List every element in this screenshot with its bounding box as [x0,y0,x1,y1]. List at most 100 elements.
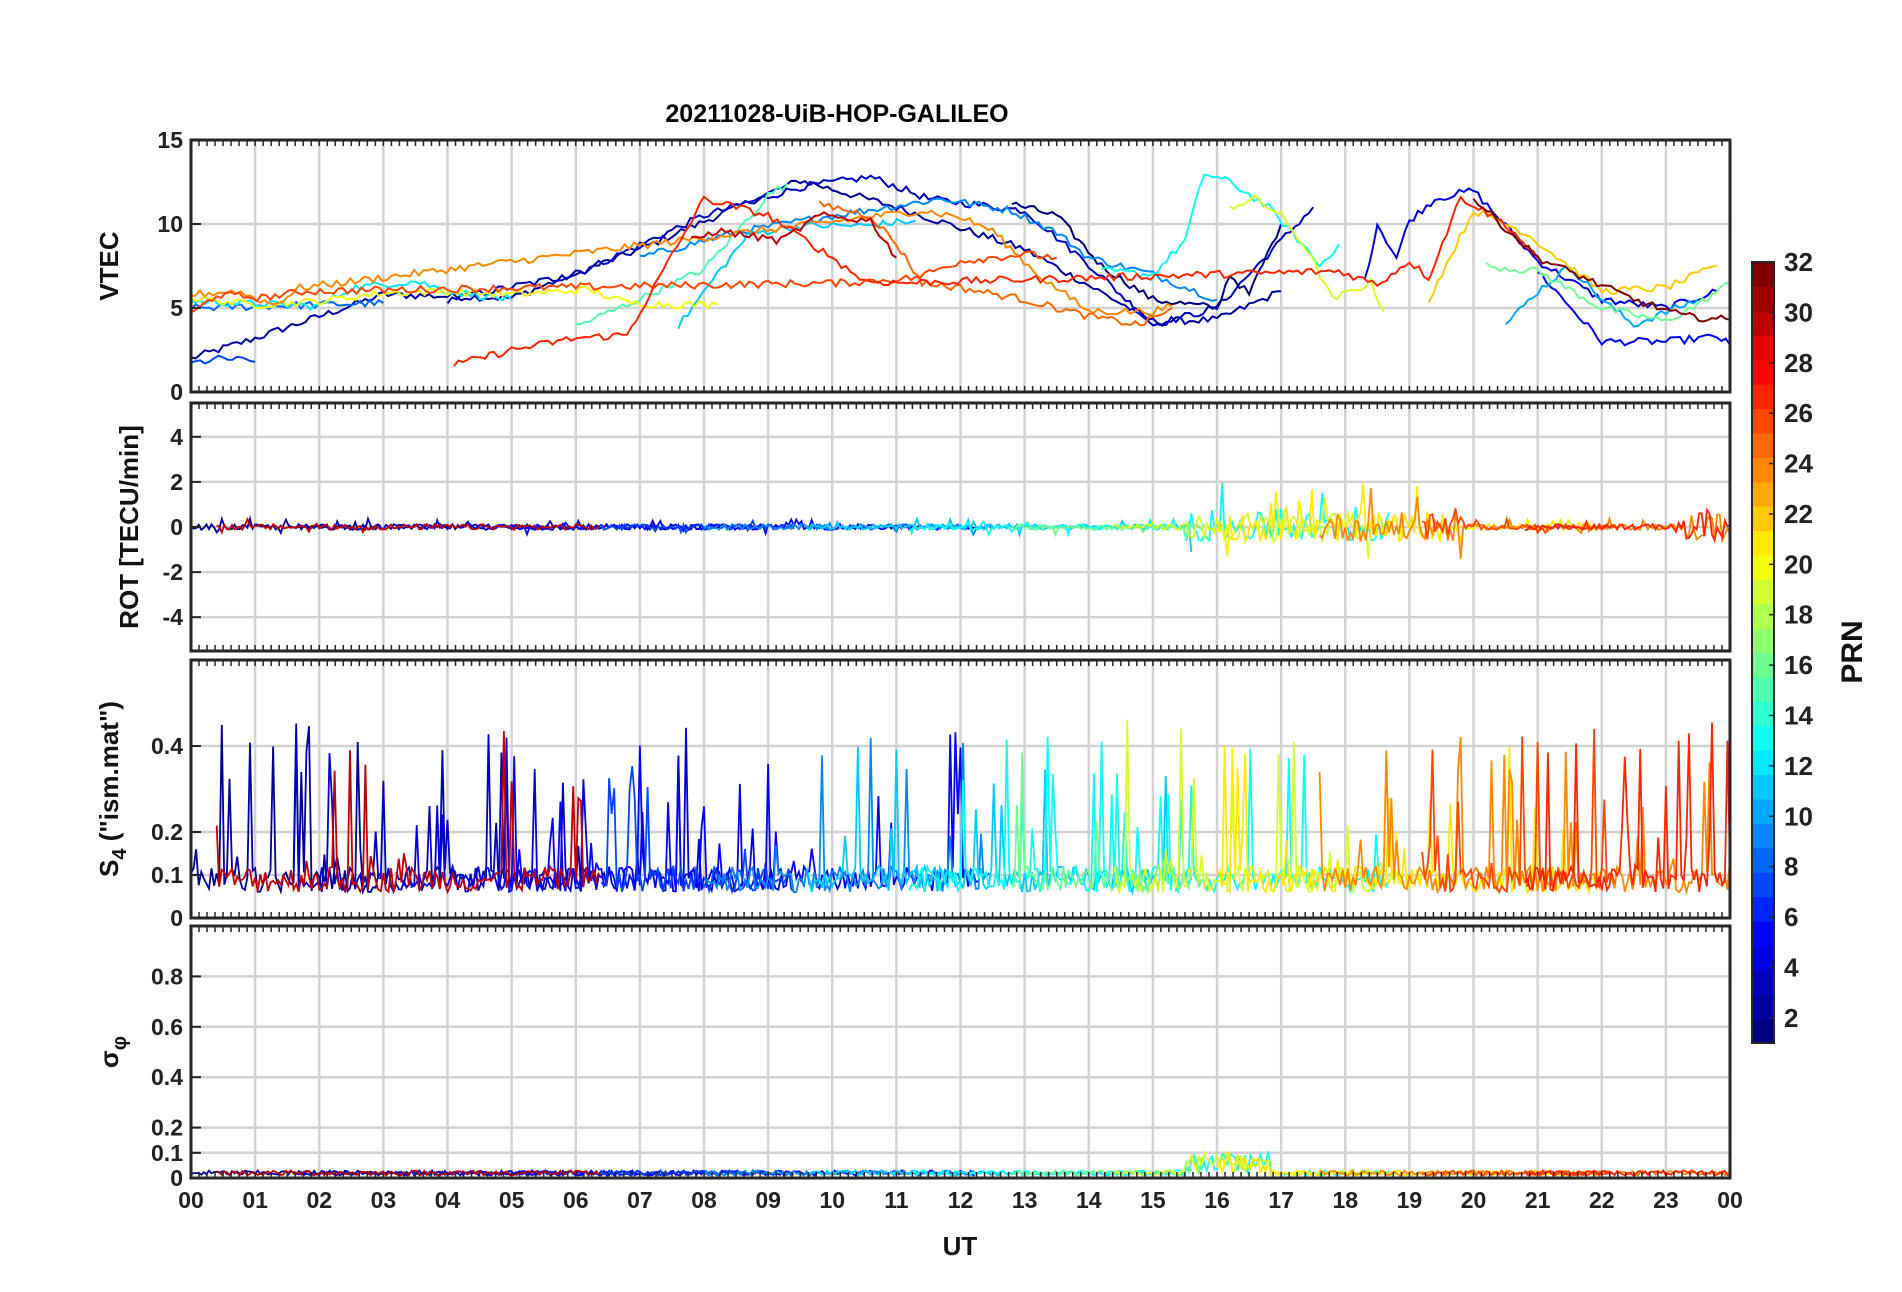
colorbar-swatch [1752,359,1774,385]
x-tick-label: 23 [1653,1187,1679,1213]
x-tick-label: 22 [1589,1187,1615,1213]
x-tick-label: 02 [306,1187,332,1213]
x-tick-label: 19 [1397,1187,1423,1213]
s4-trace-prn-30 [215,731,600,895]
vtec-line-prn-15 [575,183,789,326]
y-tick-label: 0.2 [151,1115,183,1141]
y-tick-label: 0 [170,905,183,931]
y-tick-label: 5 [170,295,183,321]
x-tick-label: 06 [563,1187,589,1213]
y-tick-label: 0.1 [151,1140,183,1166]
s4-trace-prn-24 [1318,737,1730,896]
x-tick-label: 17 [1268,1187,1294,1213]
series-group-vtec [191,173,1730,367]
y-tick-label: -2 [163,559,183,585]
colorbar-swatch [1752,969,1774,995]
vtec-line-prn-11 [677,217,916,330]
x-tick-label: 20 [1461,1187,1487,1213]
x-tick-label: 21 [1525,1187,1551,1213]
y-tick-label: 0.1 [151,862,183,888]
colorbar-tick-label: 4 [1784,952,1799,982]
vtec-line-prn-3 [446,174,1315,327]
colorbar-swatch [1752,823,1774,849]
colorbar-tick-label: 12 [1784,751,1813,781]
vtec-line-prn-30 [691,211,897,259]
colorbar-swatch [1752,262,1774,288]
vtec-line-prn-19 [1229,193,1385,312]
colorbar-tick-label: 16 [1784,650,1813,680]
vtec-line-prn-26 [191,250,1058,314]
colorbar-swatch [1752,945,1774,971]
colorbar-swatch [1752,457,1774,483]
rot-trace-prn-21 [1216,483,1602,556]
vtec-line-prn-7 [191,354,256,365]
colorbar-tick-label: 6 [1784,902,1798,932]
x-tick-label: 08 [691,1187,717,1213]
colorbar-tick-label: 28 [1784,348,1813,378]
y-tick-label: 10 [157,211,183,237]
panel-sigphi: 00.10.2 0.4 0.6 0.8 σφ [94,924,1732,1191]
vtec-line-prn-5 [1537,271,1730,347]
colorbar-label: PRN [1836,620,1869,683]
s4-trace-prn-7 [600,766,795,895]
colorbar-swatch [1752,994,1774,1020]
x-tick-label: 03 [371,1187,397,1213]
x-tick-label: 07 [627,1187,653,1213]
vtec-line-prn-25 [818,200,1173,327]
x-tick-label: 00 [178,1187,204,1213]
colorbar-tick-label: 18 [1784,600,1813,630]
series-group-rot [191,483,1730,559]
colorbar-tick-label: 26 [1784,398,1813,428]
y-tick-label: 0.4 [151,733,183,759]
vtec-line-prn-24 [191,209,1173,317]
x-tick-label: 05 [499,1187,525,1213]
rot-trace-prn-9 [703,520,993,537]
series-group-s4 [191,719,1730,896]
y-axis-label: VTEC [94,231,124,301]
rot-trace-prn-30 [216,517,600,535]
vtec-line-prn-4 [1363,187,1718,312]
vtec-line-prn-22 [1427,209,1718,303]
y-tick-label: 0.6 [151,1014,183,1040]
rot-trace-prn-27 [1524,507,1730,544]
y-tick-label: 0.2 [151,819,183,845]
x-tick-label: 13 [1012,1187,1038,1213]
colorbar-swatch [1752,481,1774,507]
colorbar-swatch [1752,1018,1774,1044]
s4-trace-prn-9 [703,737,992,894]
colorbar-swatch [1752,628,1774,654]
x-tick-label: 11 [884,1187,909,1213]
colorbar-swatch [1752,701,1774,727]
y-label-sub: 4 [109,848,131,860]
y-tick-label: 0 [170,379,183,405]
colorbar-swatch [1752,847,1774,873]
colorbar-tick-label: 10 [1784,801,1813,831]
colorbar-tick-label: 30 [1784,297,1813,327]
sigphi-trace-prn-27 [1524,1169,1730,1178]
y-axis-label: σφ [94,1036,131,1068]
colorbar-swatch [1752,676,1774,702]
y-tick-label: 0.8 [151,963,183,989]
colorbar-swatch [1752,335,1774,361]
colorbar-swatch [1752,652,1774,678]
colorbar-swatch [1752,384,1774,410]
sigphi-trace-prn-7 [600,1168,795,1178]
colorbar-swatch [1752,579,1774,605]
s4-trace-prn-4 [395,727,782,895]
s4-trace-prn-27 [1524,722,1730,893]
sigphi-trace-prn-16 [1011,1152,1205,1178]
y-tick-label: 2 [170,469,183,495]
y-tick-label: -4 [163,604,184,630]
colorbar-swatch [1752,554,1774,580]
y-label-main: S [94,860,124,877]
y-axis-label: S4 ("ism.mat") [94,701,131,877]
x-tick-label: 12 [948,1187,974,1213]
colorbar-tick-label: 24 [1784,449,1813,479]
series-group-sigphi [191,1149,1730,1178]
colorbar-swatch [1752,872,1774,898]
colorbar-swatch [1752,603,1774,629]
colorbar-swatch [1752,530,1774,556]
rot-trace-prn-13 [908,483,1390,543]
